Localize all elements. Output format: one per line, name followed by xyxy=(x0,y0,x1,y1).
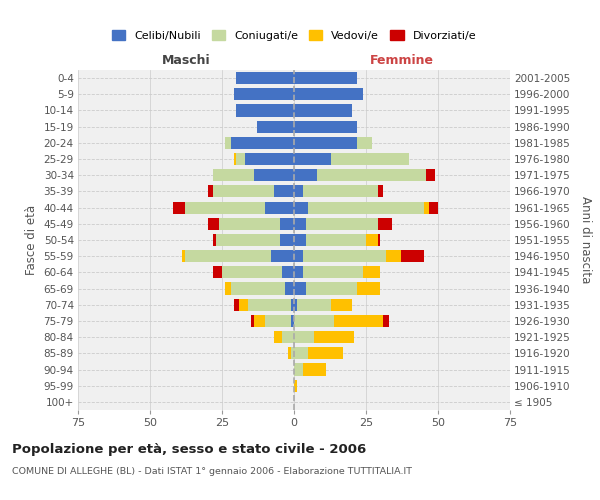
Bar xyxy=(427,169,435,181)
Bar xyxy=(185,250,271,262)
Bar xyxy=(225,137,230,149)
Bar xyxy=(297,298,331,311)
Bar xyxy=(208,186,214,198)
Bar xyxy=(308,202,424,213)
Bar xyxy=(182,250,185,262)
Bar xyxy=(265,202,294,213)
Bar xyxy=(254,169,294,181)
Bar xyxy=(271,250,294,262)
Bar xyxy=(236,104,294,117)
Bar xyxy=(294,380,297,392)
Bar xyxy=(245,153,294,165)
Bar xyxy=(233,88,294,101)
Bar xyxy=(358,137,372,149)
Bar xyxy=(302,266,363,278)
Bar xyxy=(280,218,294,230)
Bar xyxy=(230,137,294,149)
Bar xyxy=(294,218,305,230)
Bar xyxy=(294,298,297,311)
Bar xyxy=(305,234,366,246)
Bar xyxy=(216,234,280,246)
Bar xyxy=(294,364,302,376)
Bar xyxy=(248,298,291,311)
Bar xyxy=(294,234,305,246)
Bar xyxy=(305,282,358,294)
Bar xyxy=(214,169,254,181)
Bar xyxy=(233,153,236,165)
Bar xyxy=(430,202,438,213)
Text: Popolazione per età, sesso e stato civile - 2006: Popolazione per età, sesso e stato civil… xyxy=(12,442,366,456)
Bar xyxy=(294,169,317,181)
Bar xyxy=(294,72,358,84)
Bar xyxy=(294,186,302,198)
Bar xyxy=(291,298,294,311)
Bar xyxy=(286,282,294,294)
Bar xyxy=(377,218,392,230)
Text: Femmine: Femmine xyxy=(370,54,434,67)
Bar xyxy=(294,266,302,278)
Bar xyxy=(214,266,222,278)
Bar xyxy=(236,72,294,84)
Bar xyxy=(294,331,314,343)
Y-axis label: Fasce di età: Fasce di età xyxy=(25,205,38,275)
Bar xyxy=(239,298,248,311)
Bar xyxy=(366,234,377,246)
Bar xyxy=(302,250,386,262)
Bar xyxy=(331,298,352,311)
Bar xyxy=(294,348,308,360)
Bar xyxy=(283,266,294,278)
Bar xyxy=(424,202,430,213)
Bar xyxy=(386,250,401,262)
Bar xyxy=(377,234,380,246)
Bar xyxy=(294,202,308,213)
Bar xyxy=(185,202,265,213)
Bar xyxy=(294,120,358,132)
Y-axis label: Anni di nascita: Anni di nascita xyxy=(579,196,592,284)
Bar xyxy=(254,315,265,327)
Bar xyxy=(302,364,326,376)
Bar xyxy=(280,234,294,246)
Bar xyxy=(314,331,355,343)
Bar xyxy=(265,315,291,327)
Bar xyxy=(401,250,424,262)
Bar xyxy=(291,315,294,327)
Bar xyxy=(283,331,294,343)
Bar xyxy=(294,315,334,327)
Bar xyxy=(363,266,380,278)
Legend: Celibi/Nubili, Coniugati/e, Vedovi/e, Divorziati/e: Celibi/Nubili, Coniugati/e, Vedovi/e, Di… xyxy=(112,30,476,40)
Bar xyxy=(383,315,389,327)
Bar xyxy=(230,282,286,294)
Bar xyxy=(214,234,216,246)
Bar xyxy=(317,169,427,181)
Bar xyxy=(274,331,283,343)
Bar xyxy=(208,218,219,230)
Bar xyxy=(302,186,377,198)
Bar xyxy=(173,202,185,213)
Bar xyxy=(219,218,280,230)
Bar xyxy=(233,298,239,311)
Bar xyxy=(331,153,409,165)
Bar xyxy=(225,282,230,294)
Bar xyxy=(236,153,245,165)
Bar xyxy=(377,186,383,198)
Bar xyxy=(294,282,305,294)
Bar xyxy=(294,104,352,117)
Bar xyxy=(305,218,377,230)
Text: Maschi: Maschi xyxy=(161,54,211,67)
Bar xyxy=(334,315,383,327)
Bar xyxy=(214,186,274,198)
Bar xyxy=(294,137,358,149)
Bar xyxy=(294,153,331,165)
Bar xyxy=(294,88,363,101)
Bar xyxy=(274,186,294,198)
Bar xyxy=(257,120,294,132)
Bar xyxy=(288,348,291,360)
Text: COMUNE DI ALLEGHE (BL) - Dati ISTAT 1° gennaio 2006 - Elaborazione TUTTITALIA.IT: COMUNE DI ALLEGHE (BL) - Dati ISTAT 1° g… xyxy=(12,468,412,476)
Bar xyxy=(291,348,294,360)
Bar xyxy=(294,250,302,262)
Bar xyxy=(251,315,254,327)
Bar xyxy=(358,282,380,294)
Bar xyxy=(222,266,283,278)
Bar xyxy=(308,348,343,360)
